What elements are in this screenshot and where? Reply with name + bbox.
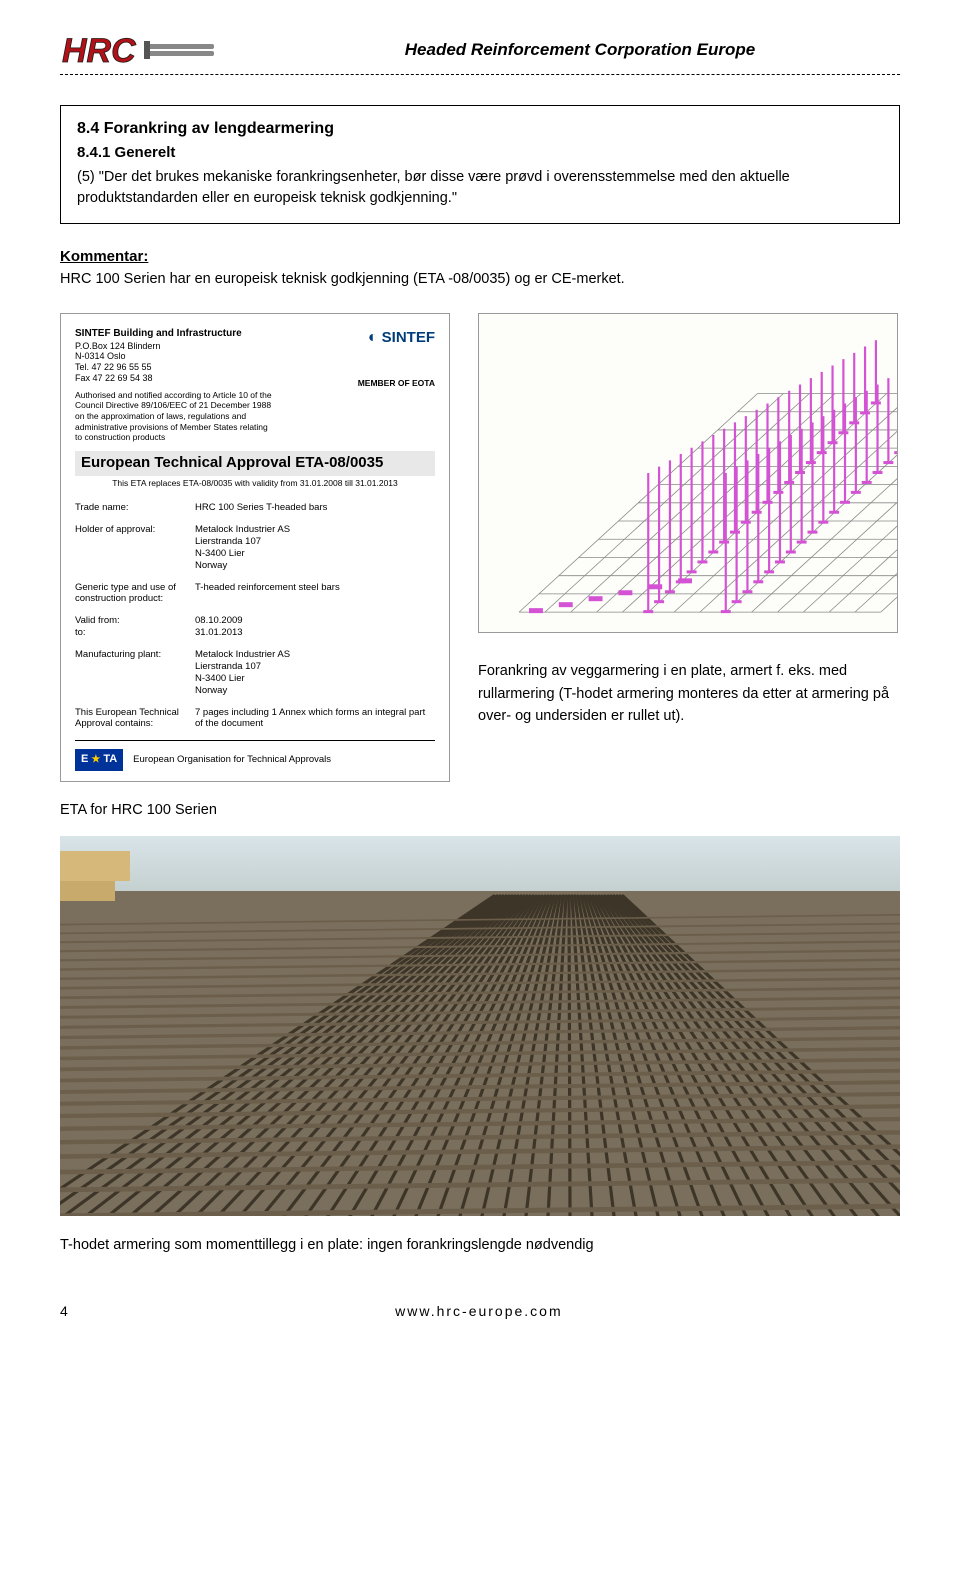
eota-row: E★TA European Organisation for Technical… [75, 749, 435, 771]
member-eota: MEMBER OF EOTA [358, 378, 435, 389]
svg-text:HRC: HRC [62, 32, 136, 70]
sintef-name: SINTEF Building and Infrastructure [75, 328, 273, 341]
eta-divider [75, 740, 435, 741]
eta-title: European Technical Approval ETA-08/0035 [75, 451, 435, 476]
sintef-logo-text: SINTEF [382, 329, 435, 346]
quote-box: 8.4 Forankring av lengdearmering 8.4.1 G… [60, 105, 900, 224]
logo: HRC [60, 30, 220, 70]
page-header: HRC Headed Reinforcement Corporation Eur… [60, 30, 900, 70]
eta-grid: Trade name:HRC 100 Series T-headed barsH… [75, 502, 435, 730]
page-footer: 4 www.hrc-europe.com [60, 1303, 900, 1319]
eota-logo: E★TA [75, 749, 123, 771]
footer-url: www.hrc-europe.com [395, 1303, 563, 1319]
photo-caption: T-hodet armering som momenttillegg i en … [60, 1237, 900, 1253]
sintef-note: Authorised and notified according to Art… [75, 390, 273, 443]
rebar-diagram [478, 313, 898, 633]
eota-text: European Organisation for Technical Appr… [133, 754, 331, 766]
quote-paragraph: (5) "Der det brukes mekaniske forankring… [77, 167, 883, 209]
two-column-row: SINTEF Building and Infrastructure P.O.B… [60, 313, 900, 782]
page-number: 4 [60, 1303, 68, 1319]
rebar-photo [60, 836, 900, 1216]
section-title: 8.4 Forankring av lengdearmering [77, 120, 883, 138]
sub-section-title: 8.4.1 Generelt [77, 144, 883, 161]
sintef-address: P.O.Box 124 BlindernN-0314 OsloTel. 47 2… [75, 341, 273, 384]
eta-subtitle: This ETA replaces ETA-08/0035 with valid… [75, 476, 435, 497]
header-divider [60, 74, 900, 75]
comment-label: Kommentar: [60, 248, 900, 265]
sintef-logo: ◐ SINTEF [358, 328, 435, 348]
eta-caption: ETA for HRC 100 Serien [60, 802, 900, 818]
comment-text: HRC 100 Serien har en europeisk teknisk … [60, 271, 900, 287]
hrc-logo-icon: HRC [60, 30, 220, 70]
diagram-caption: Forankring av veggarmering i en plate, a… [478, 660, 900, 727]
header-title: Headed Reinforcement Corporation Europe [260, 40, 900, 60]
eta-document: SINTEF Building and Infrastructure P.O.B… [60, 313, 450, 782]
